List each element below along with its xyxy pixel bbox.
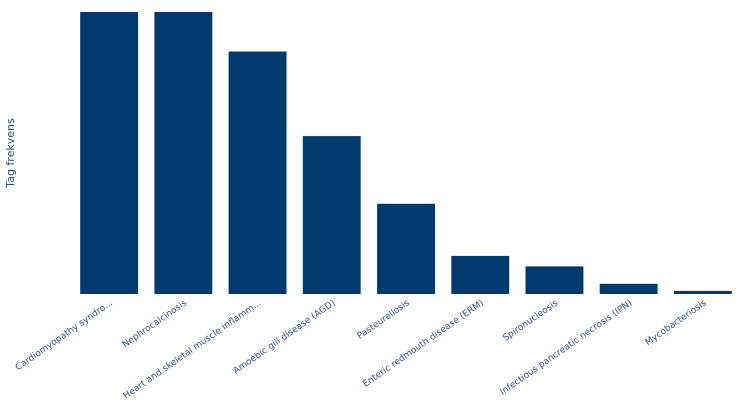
x-tick-label-5: Pasteurellosis bbox=[356, 298, 412, 342]
x-tick-label-6: Enteric redmouth disease (ERM) bbox=[361, 298, 486, 389]
bar-2[interactable] bbox=[154, 12, 213, 294]
x-tick-label-2: Nephrocalcinosis bbox=[121, 298, 189, 350]
x-tick-label-8: Infectious pancreatic necrosis (IPN) bbox=[499, 298, 635, 397]
x-tick-label-9: Mycobacteriosis bbox=[644, 298, 709, 348]
x-tick-label-7: Spironucleosis bbox=[501, 298, 560, 343]
bar-6[interactable] bbox=[451, 255, 510, 294]
bar-3[interactable] bbox=[228, 51, 287, 295]
x-tick-label-3: Heart and skeletal muscle inflamm... bbox=[122, 298, 264, 401]
bar-1[interactable] bbox=[80, 12, 139, 294]
x-tick-label-1: Cardiomyopathy syndro... bbox=[14, 298, 115, 373]
bar-8[interactable] bbox=[599, 283, 658, 294]
y-axis-label: Tag frekvens bbox=[4, 118, 17, 189]
bar-4[interactable] bbox=[302, 136, 361, 294]
bars-group bbox=[80, 12, 732, 294]
x-tick-labels: Cardiomyopathy syndro... Nephrocalcinosis… bbox=[14, 298, 709, 401]
bar-7[interactable] bbox=[525, 266, 584, 294]
bar-5[interactable] bbox=[377, 203, 435, 294]
bar-9[interactable] bbox=[673, 290, 732, 294]
